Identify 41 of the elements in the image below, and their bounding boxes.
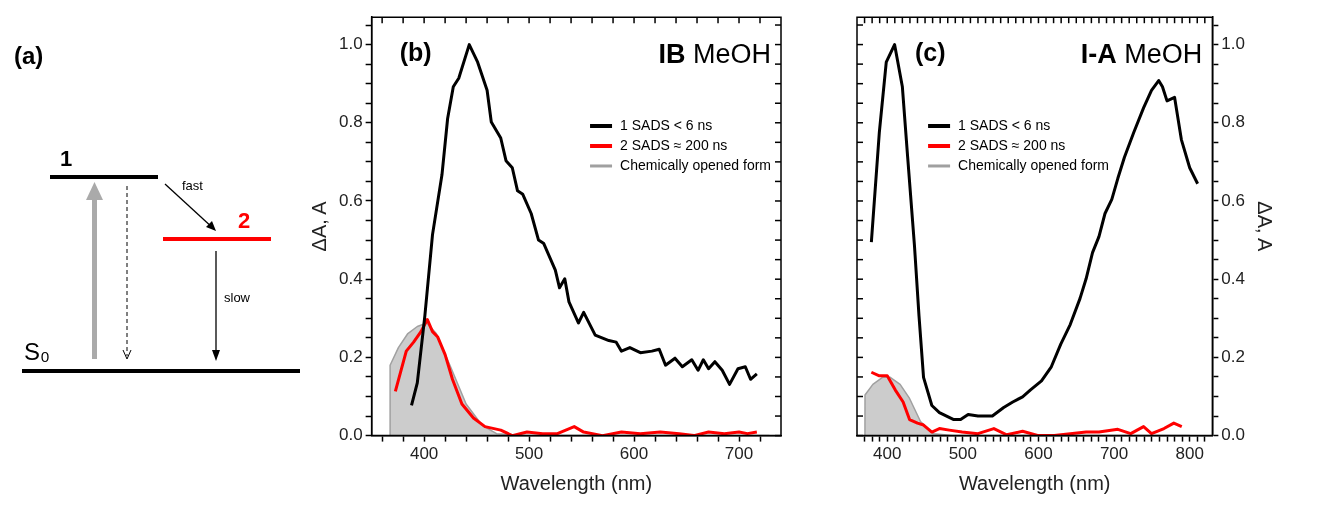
x-tick-label: 600 [619, 444, 649, 464]
y-tick-label: 0.6 [338, 190, 363, 210]
legend-label: 1 SADS < 6 ns [620, 116, 713, 133]
text: (a) [14, 42, 44, 69]
y2-tick-label: 0.0 [1221, 425, 1246, 445]
legend-label: 2 SADS ≈ 200 ns [620, 136, 728, 153]
text: IB MeOH [658, 39, 772, 70]
legend-label: 1 SADS < 6 ns [958, 116, 1051, 133]
y2-axis-title: ΔA, A [1254, 201, 1277, 253]
x-tick-label: 500 [948, 444, 978, 464]
text: S₀ [24, 338, 50, 365]
text: I-A MeOH [1080, 39, 1203, 70]
text: (c) [915, 38, 946, 67]
text: 1 [60, 146, 73, 171]
y-tick-label: 0.0 [338, 425, 363, 445]
y-tick-label: 0.4 [338, 268, 363, 288]
x-tick-label: 600 [1024, 444, 1053, 464]
x-tick-label: 700 [1099, 444, 1129, 464]
x-axis-title: Wavelength (nm) [500, 471, 653, 494]
text: slow [224, 290, 251, 305]
y2-tick-label: 0.6 [1221, 190, 1246, 210]
y-tick-label: 0.2 [338, 347, 363, 367]
x-tick-label: 400 [873, 444, 902, 464]
x-tick-label: 500 [514, 444, 544, 464]
y2-tick-label: 1.0 [1221, 34, 1246, 54]
y-tick-label: 0.8 [338, 112, 363, 132]
text: fast [182, 178, 204, 193]
x-tick-label: 700 [724, 444, 754, 464]
y2-tick-label: 0.4 [1221, 268, 1246, 288]
text: 2 [238, 208, 251, 233]
y-axis-title: ΔA, A [307, 200, 330, 252]
y2-tick-label: 0.8 [1221, 112, 1246, 132]
x-axis-title: Wavelength (nm) [958, 471, 1111, 494]
y2-tick-label: 0.2 [1221, 347, 1246, 367]
text: (b) [399, 38, 432, 67]
x-tick-label: 400 [409, 444, 439, 464]
legend-label: Chemically opened form [620, 156, 772, 173]
legend-label: Chemically opened form [958, 156, 1110, 173]
x-tick-label: 800 [1175, 444, 1204, 464]
legend-label: 2 SADS ≈ 200 ns [958, 136, 1066, 153]
y-tick-label: 1.0 [338, 34, 363, 54]
